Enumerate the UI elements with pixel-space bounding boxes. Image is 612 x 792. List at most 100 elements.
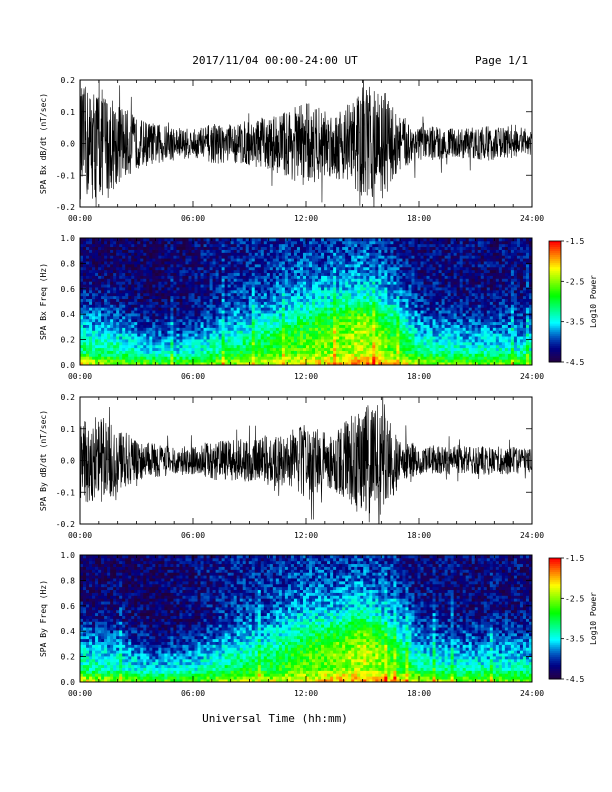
- spectrogram-cell: [302, 362, 307, 365]
- spectrogram-cell: [339, 275, 343, 279]
- spectrogram-cell: [263, 307, 268, 311]
- spectrogram-cell: [227, 321, 232, 325]
- spectrogram-cell: [179, 353, 183, 357]
- spectrogram-cell: [191, 278, 195, 282]
- spectrogram-cell: [369, 310, 373, 314]
- spectrogram-cell: [269, 304, 274, 308]
- spectrogram-cell: [278, 272, 283, 276]
- spectrogram-cell: [95, 347, 99, 351]
- spectrogram-cell: [125, 301, 129, 305]
- spectrogram-cell: [245, 289, 250, 294]
- spectrogram-cell: [327, 263, 331, 268]
- spectrogram-cell: [369, 278, 373, 282]
- spectrogram-cell: [357, 275, 361, 279]
- spectrogram-cell: [170, 289, 174, 294]
- spectrogram-cell: [173, 341, 177, 346]
- spectrogram-cell: [248, 339, 253, 343]
- spectrogram-cell: [89, 266, 93, 271]
- spectrogram-cell: [125, 298, 129, 302]
- spectrogram-cell: [248, 333, 253, 337]
- spectrogram-cell: [402, 252, 406, 256]
- spectrogram-cell: [299, 275, 304, 279]
- spectrogram-cell: [179, 301, 183, 305]
- spectrogram-cell: [239, 246, 244, 250]
- spectrogram-cell: [197, 318, 201, 323]
- spectrogram-cell: [233, 321, 238, 325]
- spectrogram-cell: [167, 258, 171, 262]
- spectrogram-cell: [263, 287, 268, 291]
- spectrogram-cell: [281, 263, 286, 268]
- spectrogram-cell: [405, 272, 409, 276]
- spectrogram-cell: [321, 261, 325, 265]
- spectrogram-cell: [348, 266, 352, 271]
- spectrogram-cell: [315, 249, 319, 253]
- spectrogram-cell: [89, 356, 93, 360]
- spectrogram-cell: [345, 272, 349, 276]
- spectrogram-cell: [110, 269, 114, 274]
- spectrogram-cell: [158, 344, 162, 349]
- spectrogram-cell: [224, 315, 229, 320]
- spectrogram-cell: [293, 362, 298, 365]
- spectrogram-cell: [98, 261, 102, 265]
- spectrogram-cell: [387, 359, 391, 363]
- spectrogram-cell: [284, 298, 289, 302]
- spectrogram-cell: [122, 333, 126, 337]
- spectrogram-cell: [98, 246, 102, 250]
- spectrogram-cell: [101, 324, 105, 328]
- spectrogram-cell: [284, 341, 289, 346]
- spectrogram-cell: [107, 333, 111, 337]
- spectrogram-cell: [414, 301, 418, 305]
- spectrogram-cell: [83, 318, 87, 323]
- spectrogram-cell: [357, 301, 361, 305]
- spectrogram-cell: [230, 252, 235, 256]
- spectrogram-cell: [327, 301, 331, 305]
- spectrogram-cell: [375, 272, 379, 276]
- spectrogram-cell: [345, 284, 349, 288]
- spectrogram-cell: [272, 289, 277, 294]
- spectrogram-cell: [251, 266, 256, 271]
- spectrogram-cell: [345, 321, 349, 325]
- spectrogram-cell: [263, 261, 268, 265]
- spectrogram-cell: [98, 255, 102, 259]
- spectrogram-cell: [191, 295, 195, 300]
- spectrogram-cell: [83, 336, 87, 340]
- spectrogram-cell: [173, 301, 177, 305]
- spectrogram-cell: [345, 344, 349, 349]
- spectrogram-cell: [284, 347, 289, 351]
- spectrogram-cell: [387, 313, 391, 317]
- spectrogram-cell: [414, 327, 418, 331]
- spectrogram-cell: [366, 318, 370, 323]
- spectrogram-cell: [131, 318, 135, 323]
- spectrogram-cell: [257, 298, 262, 302]
- spectrogram-cell: [354, 275, 358, 279]
- spectrogram-cell: [95, 263, 99, 268]
- spectrogram-cell: [312, 258, 316, 262]
- spectrogram-cell: [128, 353, 132, 357]
- spectrogram-cell: [188, 321, 192, 325]
- spectrogram-cell: [269, 252, 274, 256]
- spectrogram-cell: [357, 362, 361, 365]
- spectrogram-cell: [158, 278, 162, 282]
- spectrogram-cell: [384, 275, 388, 279]
- spectrogram-cell: [405, 263, 409, 268]
- spectrogram-cell: [284, 333, 289, 337]
- spectrogram-cell: [158, 310, 162, 314]
- spectrogram-cell: [263, 240, 268, 245]
- spectrogram-cell: [104, 344, 108, 349]
- spectrogram-cell: [116, 339, 120, 343]
- spectrogram-cell: [375, 307, 379, 311]
- spectrogram-cell: [80, 275, 84, 279]
- spectrogram-cell: [98, 269, 102, 274]
- spectrogram-cell: [290, 269, 295, 274]
- spectrogram-cell: [155, 356, 159, 360]
- spectrogram-cell: [287, 278, 292, 282]
- spectrogram-cell: [272, 344, 277, 349]
- spectrogram-cell: [248, 304, 253, 308]
- spectrogram-cell: [245, 295, 250, 300]
- spectrogram-cell: [348, 287, 352, 291]
- spectrogram-cell: [137, 278, 141, 282]
- spectrogram-cell: [209, 272, 213, 276]
- spectrogram-cell: [188, 324, 192, 328]
- spectrogram-cell: [318, 284, 322, 288]
- spectrogram-cell: [173, 353, 177, 357]
